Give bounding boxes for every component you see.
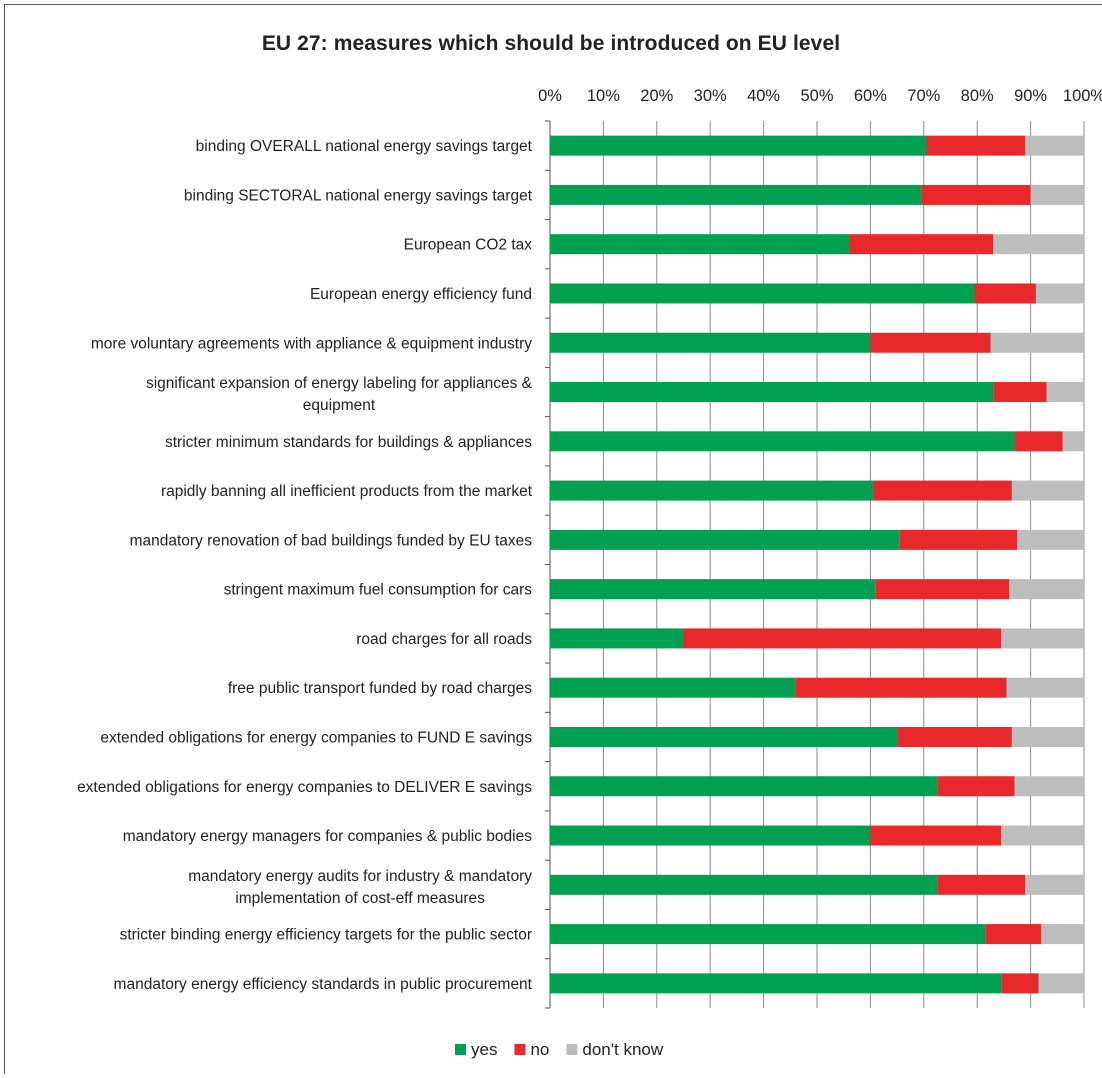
bar-don-t-know (1046, 382, 1084, 403)
x-tick-label: 50% (800, 87, 833, 105)
bar-don-t-know (1035, 283, 1084, 304)
x-tick-label: 30% (694, 87, 727, 105)
bar-no (937, 874, 1026, 895)
category-label: binding OVERALL national energy savings … (196, 138, 533, 155)
bar-yes (550, 874, 938, 895)
category-label: stricter binding energy efficiency targe… (120, 927, 532, 944)
bar-yes (550, 579, 876, 600)
category-label: binding SECTORAL national energy savings… (184, 187, 533, 204)
bar-no (921, 184, 1031, 205)
category-label: mandatory energy managers for companies … (123, 828, 533, 845)
bar-yes (550, 332, 871, 353)
category-label: stringent maximum fuel consumption for c… (224, 582, 533, 599)
bar-don-t-know (1001, 825, 1084, 846)
bar-no (899, 529, 1018, 550)
bar-yes (550, 776, 938, 797)
category-label: equipment (303, 397, 376, 414)
category-label: mandatory energy efficiency standards in… (114, 976, 533, 993)
legend-label: yes (471, 1040, 497, 1059)
category-label: road charges for all roads (356, 631, 532, 648)
x-tick-label: 70% (907, 87, 940, 105)
bar-don-t-know (1041, 924, 1084, 945)
bar-don-t-know (1017, 529, 1084, 550)
category-label: significant expansion of energy labeling… (146, 375, 533, 392)
bar-don-t-know (1001, 628, 1084, 649)
x-tick-label: 60% (854, 87, 887, 105)
bar-don-t-know (1025, 874, 1084, 895)
category-label: mandatory energy audits for industry & m… (188, 868, 532, 885)
bar-no (937, 776, 1015, 797)
category-label: more voluntary agreements with appliance… (91, 335, 532, 352)
x-tick-label: 20% (640, 87, 673, 105)
bar-don-t-know (1014, 776, 1084, 797)
category-label: extended obligations for energy companie… (77, 779, 532, 796)
x-tick-label: 10% (587, 87, 620, 105)
bar-no (875, 579, 1010, 600)
bar-no (993, 382, 1047, 403)
bar-no (849, 234, 994, 255)
bar-yes (550, 382, 994, 403)
bar-don-t-know (1030, 184, 1084, 205)
x-tick-label: 80% (961, 87, 994, 105)
category-label: European energy efficiency fund (310, 286, 532, 303)
bar-yes (550, 924, 986, 945)
bar-yes (550, 283, 975, 304)
bar-yes (550, 973, 1002, 994)
category-label: free public transport funded by road cha… (228, 680, 532, 697)
bar-no (985, 924, 1042, 945)
bar-no (897, 726, 1012, 747)
bar-no (1014, 431, 1063, 452)
bar-no (795, 677, 1007, 698)
bar-don-t-know (1025, 135, 1084, 156)
x-tick-label: 100% (1063, 87, 1102, 105)
bar-no (1001, 973, 1039, 994)
legend-label: no (530, 1040, 549, 1059)
legend-label: don't know (582, 1040, 663, 1059)
bar-yes (550, 135, 927, 156)
bar-don-t-know (1062, 431, 1084, 452)
bar-no (683, 628, 1002, 649)
bar-no (873, 480, 1012, 501)
bar-don-t-know (990, 332, 1084, 353)
bar-no (870, 825, 1002, 846)
bar-yes (550, 825, 871, 846)
legend-swatch (455, 1044, 466, 1055)
bar-yes (550, 431, 1015, 452)
chart-frame (4, 4, 1102, 1074)
category-label: stricter minimum standards for buildings… (165, 434, 532, 451)
bar-don-t-know (993, 234, 1084, 255)
bar-yes (550, 184, 922, 205)
bar-yes (550, 234, 850, 255)
bar-don-t-know (1009, 579, 1084, 600)
bar-no (974, 283, 1036, 304)
bar-don-t-know (1011, 480, 1084, 501)
x-tick-label: 0% (538, 87, 562, 105)
bar-yes (550, 529, 900, 550)
chart-title: EU 27: measures which should be introduc… (261, 32, 841, 55)
bar-no (926, 135, 1026, 156)
bar-yes (550, 480, 874, 501)
bar-don-t-know (1038, 973, 1084, 994)
bar-don-t-know (1011, 726, 1084, 747)
category-label: European CO2 tax (404, 237, 533, 254)
bar-don-t-know (1006, 677, 1084, 698)
category-label: implementation of cost-eff measures (235, 890, 485, 907)
legend-swatch (566, 1044, 578, 1055)
category-label: mandatory renovation of bad buildings fu… (130, 532, 533, 549)
x-tick-label: 90% (1014, 87, 1047, 105)
bar-yes (550, 677, 796, 698)
category-label: extended obligations for energy companie… (100, 729, 532, 746)
bar-yes (550, 628, 684, 649)
legend-swatch (514, 1044, 526, 1055)
bar-yes (550, 726, 898, 747)
category-label: rapidly banning all inefficient products… (161, 483, 533, 500)
x-tick-label: 40% (747, 87, 780, 105)
bar-no (870, 332, 991, 353)
